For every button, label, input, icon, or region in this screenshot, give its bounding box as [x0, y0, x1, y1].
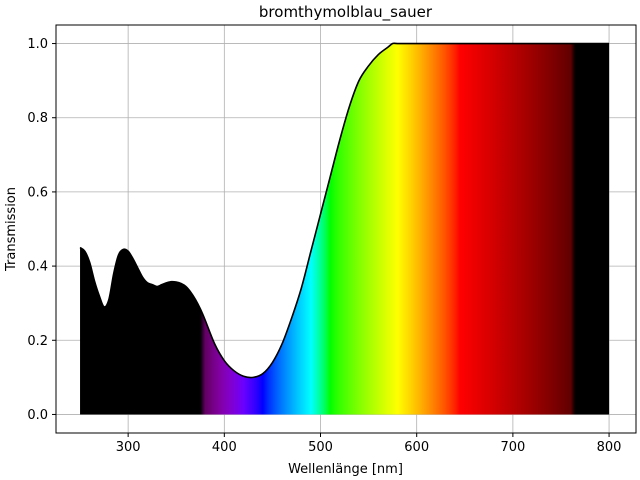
y-tick-label: 0.6: [27, 185, 48, 200]
x-axis-label: Wellenlänge [nm]: [288, 462, 403, 477]
x-tick-label: 400: [212, 440, 237, 455]
y-axis-ticks: 0.0 0.2 0.4 0.6 0.8 1.0: [27, 37, 56, 423]
x-tick-label: 300: [116, 440, 141, 455]
x-tick-label: 500: [308, 440, 333, 455]
x-tick-label: 800: [597, 440, 622, 455]
y-tick-label: 0.8: [27, 111, 48, 126]
spectrum-area: [80, 43, 610, 415]
y-tick-label: 0.0: [27, 408, 48, 423]
plot-frame: [55, 24, 637, 434]
y-tick-label: 1.0: [27, 37, 48, 52]
transmission-line: [79, 42, 610, 379]
chart-title: bromthymolblau_sauer: [259, 3, 433, 22]
x-tick-label: 600: [404, 440, 429, 455]
y-tick-label: 0.4: [27, 260, 48, 275]
y-tick-label: 0.2: [27, 334, 48, 349]
y-axis-label: Transmission: [4, 187, 19, 272]
x-tick-label: 700: [500, 440, 525, 455]
x-axis-ticks: 300 400 500 600 700 800: [116, 433, 622, 455]
